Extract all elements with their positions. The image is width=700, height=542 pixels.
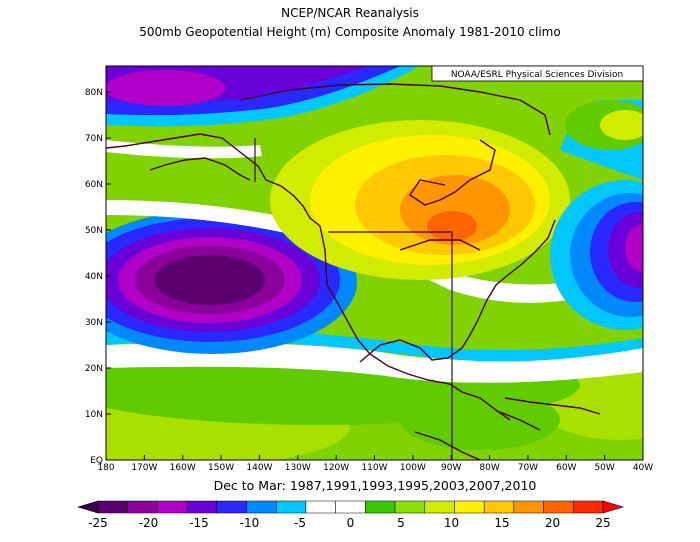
lon-label: 160W — [170, 463, 196, 473]
coastlines — [106, 83, 601, 460]
colorbar-swatch — [216, 500, 247, 514]
colorbar-label: 10 — [444, 516, 459, 530]
colorbar-swatch — [127, 500, 158, 514]
lon-label: 110W — [361, 463, 387, 473]
lat-label: 40N — [85, 272, 103, 282]
lon-label: 90W — [441, 463, 461, 473]
lon-label: 140W — [246, 463, 272, 473]
lat-label: 70N — [85, 134, 103, 144]
colorbar-swatch — [157, 500, 188, 514]
colorbar-low-arrow — [76, 500, 99, 514]
lon-label: 150W — [208, 463, 234, 473]
longitude-labels: 180 170W 160W 150W 140W 130W 120W 110W 100W 90W 80… — [97, 455, 653, 473]
colorbar-swatch — [543, 500, 574, 514]
lat-label: 80N — [85, 88, 103, 98]
lon-label: 60W — [556, 463, 576, 473]
colorbar-swatch — [573, 500, 604, 514]
colorbar-swatch — [365, 500, 396, 514]
title-line1: NCEP/NCAR Reanalysis — [281, 6, 419, 20]
lon-label: 40W — [633, 463, 653, 473]
lon-label: 170W — [131, 463, 157, 473]
colorbar-label: 0 — [347, 516, 355, 530]
lon-label: 70W — [518, 463, 538, 473]
colorbar-swatch — [335, 500, 366, 514]
lon-label: 100W — [400, 463, 426, 473]
colorbar-swatch — [246, 500, 277, 514]
lat-label: 50N — [85, 226, 103, 236]
lat-label: 20N — [85, 364, 103, 374]
colorbar-label: -25 — [88, 516, 108, 530]
colorbar-label: -20 — [139, 516, 159, 530]
colorbar-swatch — [305, 500, 336, 514]
title-line2: 500mb Geopotential Height (m) Composite … — [139, 25, 561, 39]
colorbar-swatch — [483, 500, 515, 514]
lat-label: 10N — [85, 410, 103, 420]
colorbar-label: -5 — [294, 516, 306, 530]
colorbar-swatch — [186, 500, 218, 514]
colorbar-swatch — [275, 500, 307, 514]
colorbar-high-arrow — [602, 500, 625, 514]
lon-label: 180 — [97, 463, 114, 473]
subtitle: Dec to Mar: 1987,1991,1993,1995,2003,200… — [213, 478, 537, 493]
lat-label: EQ — [90, 456, 103, 466]
colorbar-swatch — [97, 500, 128, 514]
lat-label: 30N — [85, 318, 103, 328]
lat-label: 60N — [85, 180, 103, 190]
colorbar-label: 5 — [397, 516, 405, 530]
colorbar-label: -15 — [189, 516, 209, 530]
colorbar-swatch — [454, 500, 485, 514]
lon-label: 80W — [479, 463, 499, 473]
colorbar-label: 25 — [595, 516, 610, 530]
colorbar-swatch — [394, 500, 426, 514]
lon-label: 120W — [323, 463, 349, 473]
colorbar-swatch — [424, 500, 455, 514]
colorbar-swatch — [513, 500, 544, 514]
colorbar-label: 20 — [545, 516, 560, 530]
lon-label: 130W — [285, 463, 311, 473]
lon-label: 50W — [594, 463, 614, 473]
anomaly-field — [106, 66, 643, 460]
credit-text: NOAA/ESRL Physical Sciences Division — [451, 70, 623, 80]
colorbar-label: -10 — [240, 516, 260, 530]
political-borders — [254, 138, 453, 460]
latitude-labels: EQ 10N 20N 30N 40N 50N 60N 70N 80N — [85, 88, 111, 466]
credit-box — [431, 65, 644, 82]
colorbar: -25 -20 -15 -10 -5 0 5 10 15 20 25 — [76, 500, 625, 530]
colorbar-label: 15 — [494, 516, 509, 530]
